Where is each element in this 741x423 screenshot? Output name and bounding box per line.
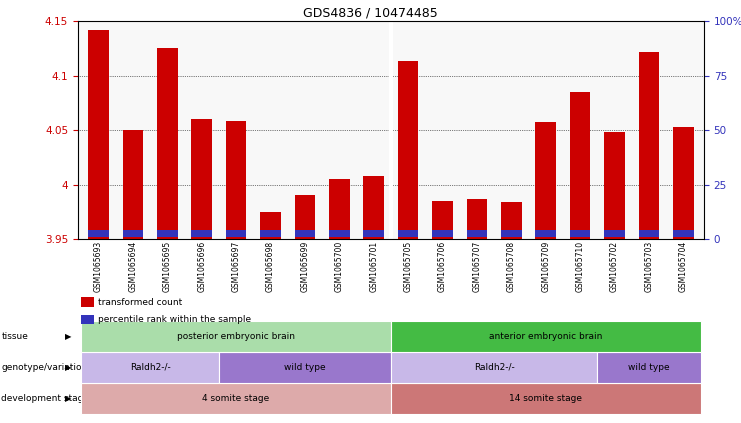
Bar (535, 122, 556, 239)
Bar (226, 121, 246, 239)
Bar (329, 230, 350, 237)
Text: transformed count: transformed count (98, 297, 182, 307)
Bar (329, 179, 350, 239)
Bar (501, 230, 522, 237)
Bar (260, 230, 281, 237)
Bar (570, 230, 591, 237)
Bar (157, 48, 178, 239)
Bar (639, 230, 659, 237)
Text: percentile rank within the sample: percentile rank within the sample (98, 315, 250, 324)
Bar (432, 230, 453, 237)
Bar (294, 195, 315, 239)
Text: posterior embryonic brain: posterior embryonic brain (177, 332, 295, 341)
Bar (398, 61, 419, 239)
Text: Raldh2-/-: Raldh2-/- (473, 363, 514, 372)
Bar (363, 230, 384, 237)
Bar (535, 230, 556, 237)
Bar (398, 230, 419, 237)
Text: 4 somite stage: 4 somite stage (202, 394, 270, 403)
Bar (501, 202, 522, 239)
Text: ▶: ▶ (64, 394, 71, 403)
Bar (191, 230, 212, 237)
Bar (604, 132, 625, 239)
Bar (260, 212, 281, 239)
Bar (122, 130, 143, 239)
Bar (673, 127, 694, 239)
Bar (639, 52, 659, 239)
Bar (88, 230, 109, 237)
Bar (570, 92, 591, 239)
Text: genotype/variation: genotype/variation (1, 363, 87, 372)
Text: wild type: wild type (284, 363, 326, 372)
Bar (157, 230, 178, 237)
Text: wild type: wild type (628, 363, 670, 372)
Bar (191, 119, 212, 239)
Bar (294, 230, 315, 237)
Text: GDS4836 / 10474485: GDS4836 / 10474485 (303, 6, 438, 19)
Text: Raldh2-/-: Raldh2-/- (130, 363, 170, 372)
Bar (122, 230, 143, 237)
Bar (88, 30, 109, 239)
Bar (673, 230, 694, 237)
Text: ▶: ▶ (64, 363, 71, 372)
Bar (226, 230, 246, 237)
Text: tissue: tissue (1, 332, 28, 341)
Bar (363, 176, 384, 239)
Bar (467, 199, 487, 239)
Bar (432, 201, 453, 239)
Text: ▶: ▶ (64, 332, 71, 341)
Text: 14 somite stage: 14 somite stage (509, 394, 582, 403)
Text: anterior embryonic brain: anterior embryonic brain (489, 332, 602, 341)
Text: development stage: development stage (1, 394, 90, 403)
Bar (467, 230, 487, 237)
Bar (604, 230, 625, 237)
